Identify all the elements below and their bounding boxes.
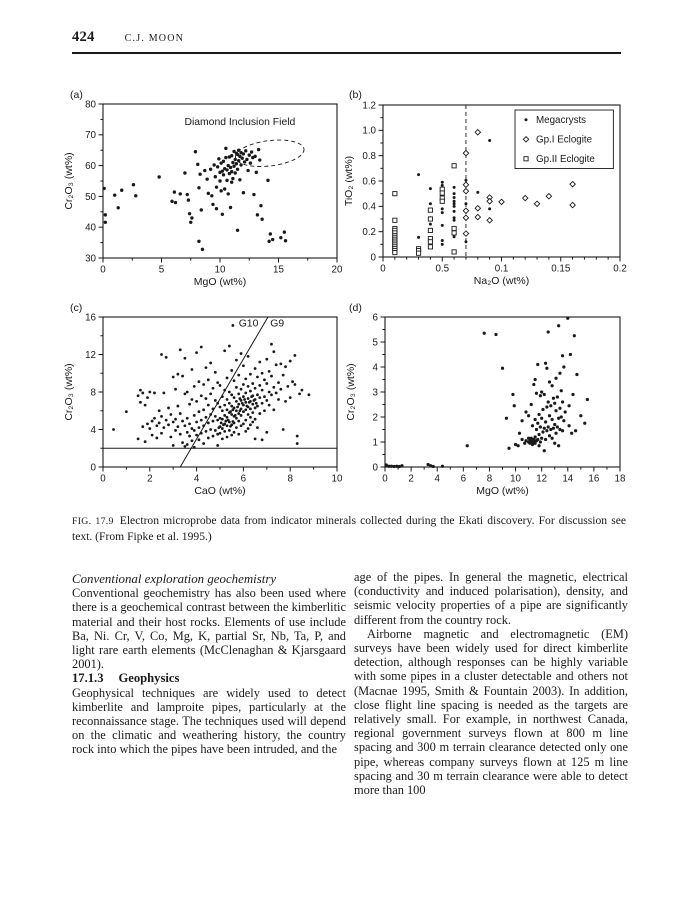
scatter-panel-a: 0 5 10 15 20 30 40 50 60 70 80 MgO (wt%) Cr₂O₃ (wt%)… — [60, 85, 345, 300]
svg-text:8: 8 — [287, 474, 293, 485]
section-heading: 17.1.3 Geophysics — [72, 671, 346, 685]
svg-text:Gp.II Eclogite: Gp.II Eclogite — [536, 154, 595, 165]
svg-text:0: 0 — [100, 474, 106, 485]
svg-text:0: 0 — [380, 264, 386, 275]
svg-text:0.6: 0.6 — [362, 176, 376, 187]
section-number: 17.1.3 — [72, 671, 104, 686]
svg-text:6: 6 — [373, 312, 379, 323]
svg-text:0: 0 — [373, 462, 379, 473]
paragraph-geochemistry: Conventional geochemistry has also been … — [72, 586, 346, 672]
svg-text:4: 4 — [91, 425, 97, 436]
svg-text:5: 5 — [373, 337, 379, 348]
svg-text:2: 2 — [408, 474, 413, 485]
svg-text:CaO (wt%): CaO (wt%) — [194, 485, 245, 497]
figure-caption: FIG. 17.9 Electron microprobe data from i… — [72, 514, 626, 544]
svg-text:12: 12 — [85, 350, 96, 361]
scatter-panel-b: 0 0.5 0.1 0.15 0.2 0 0.2 0.4 0.6 0.8 1.0 1.2 Na₂O (w… — [343, 85, 630, 300]
svg-text:0.8: 0.8 — [362, 151, 376, 162]
svg-text:0.2: 0.2 — [362, 227, 376, 238]
svg-text:12: 12 — [536, 474, 547, 485]
svg-text:Cr₂O₃ (wt%): Cr₂O₃ (wt%) — [345, 363, 357, 420]
svg-text:20: 20 — [332, 265, 343, 276]
page-header: 424 C.J. MOON — [72, 28, 621, 54]
svg-text:0.4: 0.4 — [362, 202, 376, 213]
section-title: Geophysics — [118, 671, 180, 686]
svg-text:0: 0 — [371, 252, 377, 263]
svg-text:6: 6 — [241, 474, 247, 485]
svg-text:(c): (c) — [70, 302, 82, 314]
svg-text:0.15: 0.15 — [551, 264, 571, 275]
svg-text:TiO₂ (wt%): TiO₂ (wt%) — [345, 156, 355, 206]
svg-text:4: 4 — [434, 474, 440, 485]
svg-text:40: 40 — [85, 223, 96, 234]
svg-text:0.1: 0.1 — [495, 264, 509, 275]
svg-text:15: 15 — [273, 265, 284, 276]
svg-text:0: 0 — [91, 462, 97, 473]
svg-text:(b): (b) — [349, 89, 362, 101]
svg-text:10: 10 — [510, 474, 521, 485]
svg-text:0.2: 0.2 — [613, 264, 627, 275]
svg-text:16: 16 — [85, 312, 96, 323]
svg-text:0.5: 0.5 — [435, 264, 449, 275]
svg-text:18: 18 — [615, 474, 626, 485]
svg-text:4: 4 — [373, 362, 379, 373]
svg-text:1: 1 — [373, 437, 378, 448]
paragraph-geophysics: Geophysical techniques are widely used t… — [72, 685, 346, 757]
svg-text:14: 14 — [562, 474, 573, 485]
svg-text:8: 8 — [487, 474, 493, 485]
svg-text:8: 8 — [91, 387, 97, 398]
left-column: Conventional exploration geochemistry Co… — [72, 572, 346, 757]
svg-text:5: 5 — [159, 265, 165, 276]
svg-text:60: 60 — [85, 161, 96, 172]
svg-text:50: 50 — [85, 192, 96, 203]
paragraph-airborne-surveys: Airborne magnetic and electromagnetic (E… — [354, 626, 628, 798]
svg-text:1.2: 1.2 — [362, 100, 376, 111]
page-number: 424 — [72, 29, 95, 45]
svg-text:4: 4 — [194, 474, 200, 485]
svg-text:2: 2 — [373, 412, 378, 423]
svg-text:3: 3 — [373, 387, 379, 398]
figure-caption-label: FIG. 17.9 — [72, 516, 114, 527]
svg-text:70: 70 — [85, 130, 96, 141]
svg-text:G9: G9 — [270, 318, 284, 329]
svg-text:10: 10 — [332, 474, 343, 485]
svg-text:Diamond Inclusion Field: Diamond Inclusion Field — [184, 117, 295, 128]
svg-text:G10: G10 — [239, 318, 259, 329]
svg-text:Megacrysts: Megacrysts — [536, 115, 586, 126]
scatter-panel-c: 0 2 4 6 8 10 0 4 8 12 16 CaO (wt%) Cr₂O₃ (wt%) G10 G9 (… — [60, 298, 345, 513]
svg-text:10: 10 — [215, 265, 226, 276]
subsection-heading-italic: Conventional exploration geochemistry — [72, 572, 277, 586]
svg-text:30: 30 — [85, 253, 96, 264]
right-column: age of the pipes. In general the magneti… — [354, 570, 628, 797]
scatter-panel-d: 0 2 4 6 8 10 12 14 16 18 0 1 2 3 4 5 6 MgO (wt%) Cr₂O₃ (wt… — [345, 298, 630, 513]
svg-text:MgO (wt%): MgO (wt%) — [194, 276, 247, 288]
svg-text:16: 16 — [588, 474, 599, 485]
running-title: C.J. MOON — [124, 33, 185, 44]
svg-text:(d): (d) — [349, 302, 362, 314]
svg-text:Cr₂O₃ (wt%): Cr₂O₃ (wt%) — [63, 363, 75, 420]
svg-text:80: 80 — [85, 99, 96, 110]
svg-text:(a): (a) — [70, 89, 83, 101]
svg-text:MgO (wt%): MgO (wt%) — [476, 485, 529, 497]
svg-text:0: 0 — [100, 265, 106, 276]
svg-text:2: 2 — [147, 474, 152, 485]
svg-text:0: 0 — [382, 474, 388, 485]
svg-text:1.0: 1.0 — [362, 126, 376, 137]
svg-text:Cr₂O₃ (wt%): Cr₂O₃ (wt%) — [63, 152, 75, 209]
svg-text:Gp.I Eclogite: Gp.I Eclogite — [536, 135, 593, 146]
figure-caption-text: Electron microprobe data from indicator … — [72, 514, 627, 543]
paragraph-pipes-properties: age of the pipes. In general the magneti… — [354, 570, 628, 627]
svg-text:Na₂O (wt%): Na₂O (wt%) — [474, 275, 529, 287]
svg-text:6: 6 — [461, 474, 467, 485]
